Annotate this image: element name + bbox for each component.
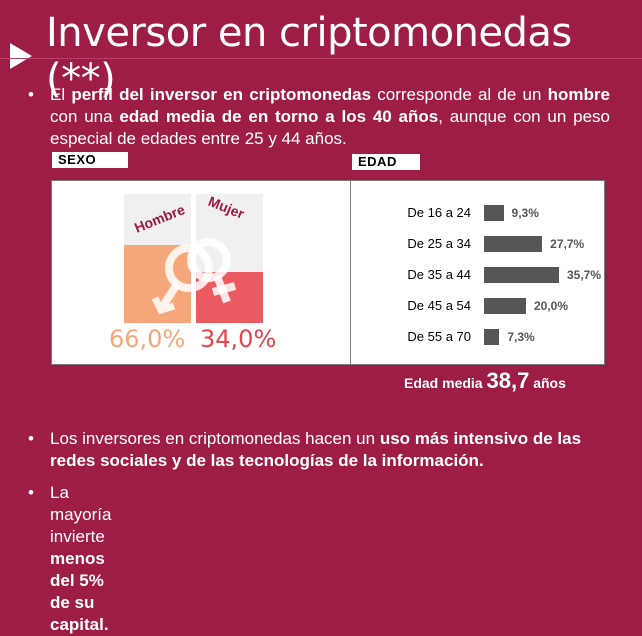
intro-text: El perfil del inversor en criptomonedas … — [50, 84, 610, 150]
intro-bold-1: perfil del inversor en criptomonedas — [71, 85, 372, 104]
age-bar — [484, 267, 559, 283]
edad-media-label: Edad media — [404, 375, 483, 391]
edad-media-unit: años — [533, 375, 566, 391]
age-bar — [484, 236, 543, 252]
age-row: De 25 a 34 27,7% — [351, 234, 604, 254]
age-range-label: De 55 a 70 — [407, 329, 471, 344]
intro-text-2: corresponde al de un — [371, 85, 548, 104]
hombre-square-top — [124, 194, 191, 245]
edad-panel: De 16 a 24 9,3% De 25 a 34 27,7% De 35 a… — [350, 180, 605, 365]
bullet-arrow-icon — [10, 43, 32, 69]
age-bar — [484, 298, 526, 314]
bullet-capital-plain: La mayoría invierte — [50, 483, 112, 546]
edad-media: Edad media 38,7 años — [404, 368, 566, 394]
age-row: De 16 a 24 9,3% — [351, 203, 604, 223]
intro-text-1: El — [50, 85, 72, 104]
age-value-label: 20,0% — [534, 299, 569, 313]
bullet-redes-text: Los inversores en criptomonedas hacen un… — [50, 428, 630, 472]
gender-symbols-icon — [151, 238, 237, 315]
bullet-capital-bold: menos del 5% de su capital. — [50, 549, 109, 634]
hombre-percentage: 66,0% — [109, 325, 186, 353]
bullet-dot: • — [28, 429, 34, 448]
bullet-capital-text: La mayoría invierte menos del 5% de su c… — [50, 482, 111, 636]
age-range-label: De 35 a 44 — [407, 267, 471, 282]
intro-bold-3: edad media de en torno a los 40 años — [119, 107, 439, 126]
title-divider — [0, 58, 642, 59]
age-value-label: 27,7% — [550, 237, 585, 251]
bullet-redes-bold: uso más intensivo de las redes sociales … — [50, 429, 582, 470]
intro-text-3: con una — [50, 107, 120, 126]
age-value-label: 9,3% — [511, 206, 539, 220]
age-row: De 55 a 70 7,3% — [351, 327, 604, 347]
age-bar — [484, 329, 500, 345]
bullet-dot: • — [28, 85, 34, 104]
intro-text-4: , aunque con un peso especial de edades … — [50, 107, 610, 148]
mujer-percentage: 34,0% — [200, 325, 277, 353]
age-bar — [484, 205, 504, 221]
bullet-dot: • — [28, 483, 34, 502]
slide-title: Inversor en criptomonedas (**) — [46, 10, 572, 102]
age-range-label: De 16 a 24 — [407, 205, 471, 220]
bullet-redes-plain: Los inversores en criptomonedas hacen un — [50, 429, 380, 448]
age-row: De 45 a 54 20,0% — [351, 296, 604, 316]
age-value-label: 7,3% — [507, 330, 535, 344]
age-range-label: De 45 a 54 — [407, 298, 471, 313]
edad-media-value: 38,7 — [486, 368, 530, 393]
intro-bold-2: hombre — [547, 85, 610, 104]
age-value-label: 35,7% — [566, 268, 601, 282]
sexo-label: SEXO — [52, 152, 128, 168]
edad-label: EDAD — [352, 154, 420, 170]
age-range-label: De 25 a 34 — [407, 236, 471, 251]
age-row: De 35 a 44 35,7% — [351, 265, 604, 285]
sexo-panel: Hombre Mujer 66,0% 34,0% — [51, 180, 352, 365]
title-row: Inversor en criptomonedas (**) — [10, 10, 642, 102]
